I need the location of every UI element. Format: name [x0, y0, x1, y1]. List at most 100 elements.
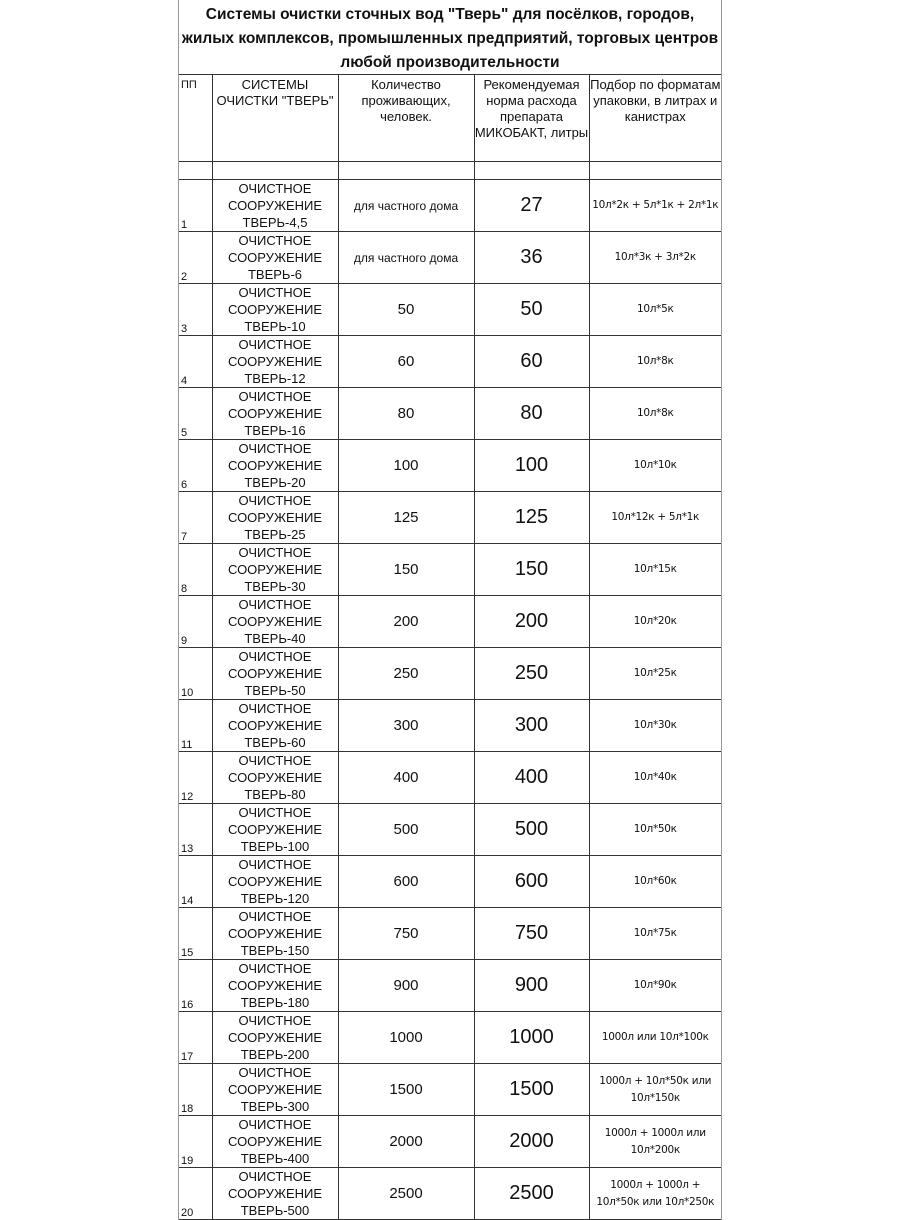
pack-format: 10л*3к + 3л*2к: [588, 231, 721, 284]
table-row: 2 ОЧИСТНОЕ СООРУЖЕНИЕ ТВЕРЬ-6 для частного…: [179, 231, 721, 284]
table-row: 13 ОЧИСТНОЕ СООРУЖЕНИЕ ТВЕРЬ-100 500 500 10л…: [179, 803, 721, 856]
system-name: ОЧИСТНОЕ СООРУЖЕНИЕ ТВЕРЬ-150: [211, 907, 339, 960]
norm-value: 1000: [473, 1011, 590, 1064]
row-number: 4: [179, 335, 213, 388]
system-name: ОЧИСТНОЕ СООРУЖЕНИЕ ТВЕРЬ-500: [211, 1167, 339, 1220]
pack-format: 10л*15к: [588, 543, 721, 596]
norm-value: 125: [473, 491, 590, 544]
pack-format: 10л*10к: [588, 439, 721, 492]
system-name: ОЧИСТНОЕ СООРУЖЕНИЕ ТВЕРЬ-10: [211, 283, 339, 336]
column-header-people: Количество проживающих, человек.: [337, 75, 475, 162]
norm-value: 600: [473, 855, 590, 908]
norm-value: 1500: [473, 1063, 590, 1116]
system-name: ОЧИСТНОЕ СООРУЖЕНИЕ ТВЕРЬ-180: [211, 959, 339, 1012]
row-number: 15: [179, 907, 213, 960]
norm-value: 750: [473, 907, 590, 960]
people-count: 1000: [337, 1011, 475, 1064]
norm-value: 400: [473, 751, 590, 804]
row-number: 8: [179, 543, 213, 596]
table-row: 17 ОЧИСТНОЕ СООРУЖЕНИЕ ТВЕРЬ-200 1000 1000 1…: [179, 1011, 721, 1064]
system-name: ОЧИСТНОЕ СООРУЖЕНИЕ ТВЕРЬ-16: [211, 387, 339, 440]
people-count: 200: [337, 595, 475, 648]
pack-format: 10л*8к: [588, 335, 721, 388]
table-row: 19 ОЧИСТНОЕ СООРУЖЕНИЕ ТВЕРЬ-400 2000 2000 1…: [179, 1115, 721, 1168]
people-count: 2000: [337, 1115, 475, 1168]
people-count: 400: [337, 751, 475, 804]
system-name: ОЧИСТНОЕ СООРУЖЕНИЕ ТВЕРЬ-50: [211, 647, 339, 700]
header-row: ПП СИСТЕМЫ ОЧИСТКИ "ТВЕРЬ" Количество пр…: [179, 75, 721, 162]
table-row: 5 ОЧИСТНОЕ СООРУЖЕНИЕ ТВЕРЬ-16 80 80 10л*8к: [179, 387, 721, 440]
table-row: 3 ОЧИСТНОЕ СООРУЖЕНИЕ ТВЕРЬ-10 50 50 10л*5к: [179, 283, 721, 336]
system-name: ОЧИСТНОЕ СООРУЖЕНИЕ ТВЕРЬ-80: [211, 751, 339, 804]
norm-value: 2500: [473, 1167, 590, 1220]
table-row: 8 ОЧИСТНОЕ СООРУЖЕНИЕ ТВЕРЬ-30 150 150 10л*1…: [179, 543, 721, 596]
pack-format: 10л*2к + 5л*1к + 2л*1к: [588, 179, 721, 232]
row-number: 17: [179, 1011, 213, 1064]
system-name: ОЧИСТНОЕ СООРУЖЕНИЕ ТВЕРЬ-6: [211, 231, 339, 284]
people-count: 250: [337, 647, 475, 700]
norm-value: 250: [473, 647, 590, 700]
people-count: 1500: [337, 1063, 475, 1116]
row-number: 11: [179, 699, 213, 752]
norm-value: 27: [473, 179, 590, 232]
pack-format: 1000л + 1000л + 10л*50к или 10л*250к: [588, 1167, 721, 1220]
people-count: 300: [337, 699, 475, 752]
row-number: 9: [179, 595, 213, 648]
system-name: ОЧИСТНОЕ СООРУЖЕНИЕ ТВЕРЬ-120: [211, 855, 339, 908]
table-row: 10 ОЧИСТНОЕ СООРУЖЕНИЕ ТВЕРЬ-50 250 250 10л*…: [179, 647, 721, 700]
system-name: ОЧИСТНОЕ СООРУЖЕНИЕ ТВЕРЬ-400: [211, 1115, 339, 1168]
norm-value: 50: [473, 283, 590, 336]
system-name: ОЧИСТНОЕ СООРУЖЕНИЕ ТВЕРЬ-20: [211, 439, 339, 492]
pack-format: 10л*60к: [588, 855, 721, 908]
norm-value: 200: [473, 595, 590, 648]
table-row: 6 ОЧИСТНОЕ СООРУЖЕНИЕ ТВЕРЬ-20 100 100 10л*1…: [179, 439, 721, 492]
people-count: 500: [337, 803, 475, 856]
people-count: 125: [337, 491, 475, 544]
system-name: ОЧИСТНОЕ СООРУЖЕНИЕ ТВЕРЬ-30: [211, 543, 339, 596]
pack-format: 10л*12к + 5л*1к: [588, 491, 721, 544]
system-name: ОЧИСТНОЕ СООРУЖЕНИЕ ТВЕРЬ-100: [211, 803, 339, 856]
row-number: 14: [179, 855, 213, 908]
people-count: 50: [337, 283, 475, 336]
norm-value: 100: [473, 439, 590, 492]
pack-format: 10л*5к: [588, 283, 721, 336]
pack-format: 10л*75к: [588, 907, 721, 960]
people-count: 150: [337, 543, 475, 596]
norm-value: 2000: [473, 1115, 590, 1168]
row-number: 1: [179, 179, 213, 232]
pack-format: 10л*30к: [588, 699, 721, 752]
row-number: 10: [179, 647, 213, 700]
table-row: 16 ОЧИСТНОЕ СООРУЖЕНИЕ ТВЕРЬ-180 900 900 10л…: [179, 959, 721, 1012]
table-row: 18 ОЧИСТНОЕ СООРУЖЕНИЕ ТВЕРЬ-300 1500 1500 1…: [179, 1063, 721, 1116]
row-number: 7: [179, 491, 213, 544]
norm-value: 500: [473, 803, 590, 856]
table-row: 4 ОЧИСТНОЕ СООРУЖЕНИЕ ТВЕРЬ-12 60 60 10л*8к: [179, 335, 721, 388]
row-number: 3: [179, 283, 213, 336]
column-header-pack: Подбор по форматам упаковки, в литрах и …: [588, 75, 721, 162]
row-number: 5: [179, 387, 213, 440]
pack-format: 1000л + 10л*50к или 10л*150к: [588, 1063, 721, 1116]
people-count: 100: [337, 439, 475, 492]
pack-format: 10л*40к: [588, 751, 721, 804]
system-name: ОЧИСТНОЕ СООРУЖЕНИЕ ТВЕРЬ-200: [211, 1011, 339, 1064]
row-number: 13: [179, 803, 213, 856]
norm-value: 36: [473, 231, 590, 284]
row-number: 12: [179, 751, 213, 804]
pack-format: 10л*20к: [588, 595, 721, 648]
table-row: 7 ОЧИСТНОЕ СООРУЖЕНИЕ ТВЕРЬ-25 125 125 10л*1…: [179, 491, 721, 544]
norm-value: 150: [473, 543, 590, 596]
system-name: ОЧИСТНОЕ СООРУЖЕНИЕ ТВЕРЬ-25: [211, 491, 339, 544]
table-row: 1 ОЧИСТНОЕ СООРУЖЕНИЕ ТВЕРЬ-4,5 для частно…: [179, 179, 721, 232]
table-row: 15 ОЧИСТНОЕ СООРУЖЕНИЕ ТВЕРЬ-150 750 750 10л…: [179, 907, 721, 960]
row-number: 20: [179, 1167, 213, 1220]
row-number: 2: [179, 231, 213, 284]
system-name: ОЧИСТНОЕ СООРУЖЕНИЕ ТВЕРЬ-12: [211, 335, 339, 388]
table-row: 20 ОЧИСТНОЕ СООРУЖЕНИЕ ТВЕРЬ-500 2500 2500 1…: [179, 1167, 721, 1220]
norm-value: 300: [473, 699, 590, 752]
document-sheet: Системы очистки сточных вод "Тверь" для …: [178, 0, 722, 1220]
pack-format: 1000л + 1000л или 10л*200к: [588, 1115, 721, 1168]
pack-format: 10л*50к: [588, 803, 721, 856]
people-count: 80: [337, 387, 475, 440]
norm-value: 80: [473, 387, 590, 440]
system-name: ОЧИСТНОЕ СООРУЖЕНИЕ ТВЕРЬ-60: [211, 699, 339, 752]
